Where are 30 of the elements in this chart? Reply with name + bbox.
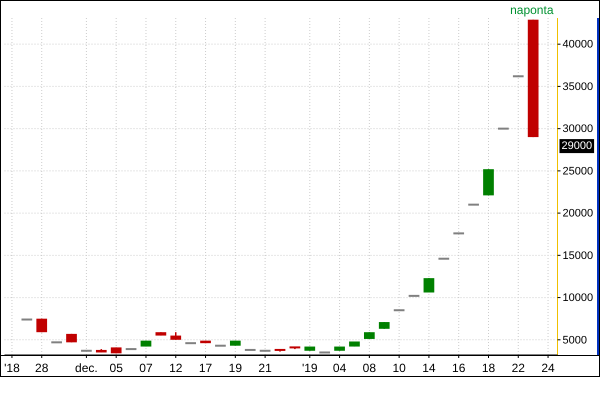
x-tick-label: 04 bbox=[332, 360, 347, 375]
y-tick-label: 15000 bbox=[562, 250, 594, 262]
x-tick-label: 19 bbox=[228, 360, 242, 375]
x-tick-label: 07 bbox=[139, 360, 153, 375]
x-tick-label: 10 bbox=[392, 360, 406, 375]
candlestick bbox=[424, 277, 434, 294]
x-tick-label: 24 bbox=[541, 360, 556, 375]
x-tick-label: '19 bbox=[302, 360, 318, 375]
y-tick-label: 40000 bbox=[562, 38, 594, 51]
y-tick-label: 25000 bbox=[562, 165, 594, 178]
y-tick-label: 30000 bbox=[562, 123, 594, 136]
x-tick-label: 05 bbox=[110, 360, 124, 375]
x-tick-label: 21 bbox=[258, 360, 272, 375]
x-tick-label: 17 bbox=[198, 360, 213, 375]
x-tick-label: 08 bbox=[362, 360, 376, 375]
x-tick-label: 22 bbox=[512, 360, 526, 375]
y-tick-label: 35000 bbox=[562, 80, 594, 93]
x-tick-label: 16 bbox=[452, 360, 466, 375]
x-tick-label: 28 bbox=[35, 360, 49, 375]
x-tick-label: 14 bbox=[422, 360, 436, 375]
y-tick-label: 10000 bbox=[562, 292, 594, 304]
x-tick-label: 12 bbox=[169, 360, 183, 375]
text: naponta bbox=[510, 3, 554, 17]
x-tick-label: 18 bbox=[482, 360, 496, 375]
text: 29000 bbox=[562, 140, 592, 152]
x-tick-label: dec. bbox=[75, 360, 98, 375]
x-tick-label: '18 bbox=[4, 360, 20, 375]
y-tick-label: 5000 bbox=[562, 334, 587, 346]
y-tick-label: 20000 bbox=[562, 208, 594, 220]
candlestick bbox=[36, 318, 48, 333]
